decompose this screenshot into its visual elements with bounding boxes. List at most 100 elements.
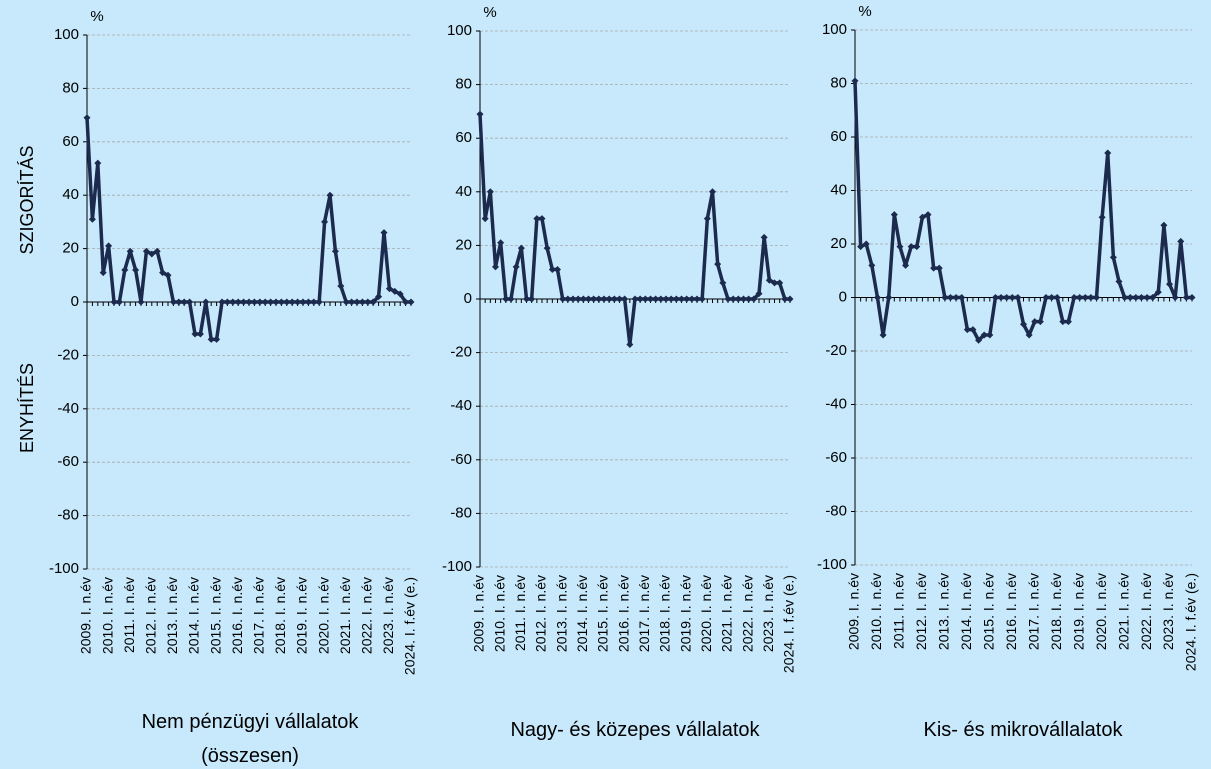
- marker: [740, 295, 747, 303]
- y-tick-label: 60: [455, 129, 472, 146]
- marker: [137, 298, 145, 306]
- x-tick-label: 2021. I. n.év: [337, 577, 353, 654]
- marker: [283, 298, 291, 306]
- marker: [1104, 149, 1112, 157]
- marker: [935, 264, 943, 272]
- marker: [986, 331, 994, 339]
- marker: [745, 295, 753, 303]
- y-tick-label: -80: [57, 507, 79, 524]
- y-tick-label: -60: [450, 451, 472, 468]
- marker: [610, 295, 618, 303]
- marker: [1064, 318, 1072, 326]
- marker: [1137, 294, 1145, 301]
- x-tick-label: 2023. I. n.év: [1160, 573, 1176, 650]
- marker: [1121, 294, 1129, 301]
- x-tick-label: 2013. I. n.év: [164, 577, 180, 654]
- marker: [250, 298, 258, 306]
- marker: [517, 244, 525, 252]
- marker: [245, 298, 253, 306]
- marker: [523, 295, 530, 303]
- marker: [657, 295, 665, 303]
- marker: [142, 247, 150, 255]
- marker: [969, 326, 977, 334]
- marker: [719, 279, 727, 287]
- marker: [595, 295, 603, 303]
- y-tick-label: 20: [830, 235, 847, 252]
- y-tick-label: 100: [822, 21, 847, 38]
- x-tick-label: 2020. I. n.év: [698, 575, 714, 652]
- marker: [750, 295, 758, 303]
- marker: [930, 264, 938, 272]
- y-tick-label: -80: [825, 502, 847, 519]
- x-tick-label: 2023. I. n.év: [380, 577, 396, 654]
- marker: [1025, 331, 1033, 339]
- marker: [776, 279, 784, 287]
- marker: [538, 215, 546, 223]
- x-tick-label: 2022. I. n.év: [739, 575, 755, 652]
- marker: [734, 295, 742, 303]
- side-label: SZIGORÍTÁS: [17, 145, 37, 254]
- marker: [1109, 253, 1117, 261]
- marker: [159, 269, 167, 277]
- marker: [952, 294, 960, 301]
- marker: [963, 326, 971, 334]
- y-tick-label: 60: [830, 128, 847, 145]
- marker: [331, 247, 339, 255]
- y-tick-label: -20: [57, 346, 79, 363]
- side-label: ENYHÍTÉS: [17, 363, 37, 453]
- marker: [631, 295, 639, 303]
- marker: [486, 188, 494, 196]
- x-tick-label: 2010. I. n.év: [491, 575, 507, 652]
- marker: [132, 266, 140, 274]
- marker: [407, 298, 415, 306]
- y-tick-label: -20: [450, 344, 472, 361]
- marker: [724, 295, 732, 303]
- x-tick-label: 2017. I. n.év: [636, 575, 652, 652]
- marker: [683, 295, 691, 303]
- y-tick-label: 100: [54, 26, 79, 43]
- x-tick-label: 2015. I. n.év: [207, 577, 223, 654]
- marker: [105, 242, 113, 250]
- marker: [277, 298, 285, 306]
- marker: [590, 295, 598, 303]
- marker: [218, 298, 226, 306]
- marker: [1143, 294, 1151, 301]
- marker: [1014, 294, 1022, 301]
- y-tick-label: 0: [464, 290, 472, 307]
- marker: [169, 298, 177, 306]
- marker: [88, 215, 96, 223]
- marker: [765, 276, 773, 284]
- marker: [667, 295, 675, 303]
- marker: [234, 298, 242, 306]
- y-tick-label: -40: [57, 400, 79, 417]
- x-tick-label: 2020. I. n.év: [1093, 573, 1109, 650]
- x-tick-label: 2013. I. n.év: [936, 573, 952, 650]
- marker: [980, 331, 988, 339]
- x-tick-label: 2011. I. n.év: [891, 573, 907, 649]
- marker: [497, 239, 505, 247]
- y-tick-label: 0: [839, 288, 847, 305]
- marker: [1177, 237, 1185, 245]
- marker: [353, 298, 361, 306]
- marker: [402, 298, 410, 306]
- marker: [385, 285, 393, 293]
- marker: [186, 298, 194, 306]
- marker: [600, 295, 608, 303]
- marker: [115, 298, 123, 306]
- x-tick-label: 2009. I. n.év: [471, 575, 487, 652]
- marker: [288, 298, 296, 306]
- marker: [991, 294, 999, 301]
- marker: [492, 263, 499, 271]
- y-tick-label: 80: [455, 76, 472, 93]
- marker: [771, 279, 778, 287]
- y-tick-label: -60: [57, 453, 79, 470]
- marker: [621, 295, 629, 303]
- marker: [148, 250, 156, 258]
- y-tick-label: -60: [825, 449, 847, 466]
- marker: [348, 298, 356, 306]
- marker: [375, 293, 383, 301]
- marker: [1059, 318, 1067, 326]
- marker: [1076, 294, 1084, 301]
- y-tick-label: -80: [450, 504, 472, 521]
- x-tick-label: 2010. I. n.év: [868, 573, 884, 650]
